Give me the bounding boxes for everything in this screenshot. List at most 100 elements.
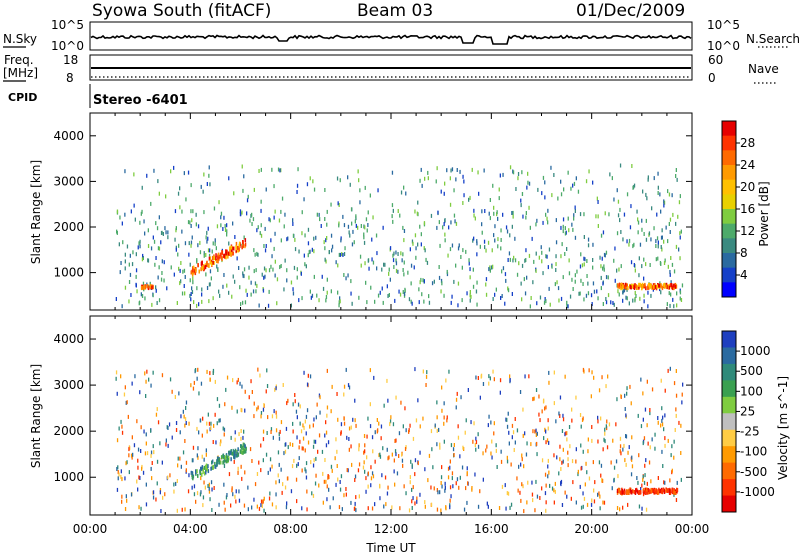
scatter-point: [403, 229, 406, 233]
feature-point: [640, 490, 642, 495]
scatter-point: [165, 230, 167, 235]
scatter-point: [559, 457, 561, 462]
scatter-point: [444, 488, 446, 493]
feature-point: [220, 256, 223, 260]
feature-point: [632, 285, 635, 290]
scatter-point: [330, 202, 332, 207]
scatter-point: [198, 430, 200, 435]
scatter-point: [680, 298, 683, 302]
scatter-point: [190, 292, 192, 296]
scatter-point: [679, 296, 681, 301]
scatter-point: [347, 175, 349, 180]
scatter-point: [340, 474, 343, 479]
scatter-point: [568, 258, 570, 263]
scatter-point: [292, 402, 294, 407]
scatter-point: [357, 169, 359, 174]
scatter-point: [627, 450, 629, 455]
scatter-point: [194, 368, 197, 372]
scatter-point: [392, 219, 394, 224]
scatter-point: [268, 289, 270, 294]
scatter-point: [560, 225, 562, 230]
scatter-point: [165, 194, 167, 199]
scatter-point: [371, 435, 374, 440]
scatter-point: [452, 484, 454, 489]
scatter-point: [535, 388, 538, 392]
scatter-point: [246, 198, 249, 203]
scatter-point: [569, 294, 572, 299]
scatter-point: [469, 298, 471, 303]
scatter-point: [575, 395, 577, 400]
scatter-point: [403, 185, 405, 190]
scatter-point: [659, 261, 662, 265]
scatter-point: [121, 477, 123, 482]
scatter-point: [672, 297, 674, 302]
scatter-point: [330, 289, 332, 294]
scatter-point: [626, 287, 628, 292]
scatter-point: [506, 455, 508, 460]
scatter-point: [596, 289, 598, 294]
scatter-point: [491, 439, 493, 444]
scatter-point: [663, 239, 665, 244]
scatter-point: [604, 439, 606, 444]
feature-point: [194, 271, 197, 276]
scatter-point: [187, 170, 190, 175]
scatter-point: [647, 177, 649, 182]
scatter-point: [572, 183, 574, 188]
scatter-point: [277, 167, 280, 172]
scatter-point: [250, 379, 252, 384]
scatter-point: [354, 418, 356, 423]
scatter-point: [313, 274, 315, 279]
scatter-point: [675, 244, 678, 249]
scatter-point: [208, 165, 210, 170]
scatter-point: [419, 492, 421, 497]
scatter-point: [577, 469, 579, 474]
scatter-point: [340, 430, 342, 435]
scatter-point: [563, 187, 565, 192]
scatter-point: [195, 499, 197, 504]
feature-point: [648, 282, 650, 287]
scatter-point: [436, 400, 438, 405]
scatter-point: [555, 419, 557, 424]
scatter-point: [397, 209, 399, 213]
scatter-point: [566, 494, 568, 499]
scatter-point: [560, 481, 562, 486]
scatter-point: [509, 378, 511, 382]
feature-point: [229, 249, 231, 254]
scatter-point: [507, 411, 509, 416]
scatter-point: [617, 289, 619, 294]
scatter-point: [326, 277, 328, 282]
scatter-point: [339, 487, 342, 492]
scatter-point: [455, 481, 457, 486]
colorbar-swatch: [722, 396, 736, 414]
scatter-point: [323, 240, 325, 245]
scatter-point: [545, 508, 547, 513]
scatter-point: [582, 504, 584, 509]
scatter-point: [163, 260, 165, 265]
scatter-point: [564, 490, 566, 495]
scatter-point: [258, 169, 260, 173]
scatter-point: [507, 288, 510, 293]
scatter-point: [152, 293, 154, 298]
scatter-point: [441, 465, 443, 470]
colorbar-tick-label: 100: [740, 384, 763, 398]
scatter-point: [567, 170, 569, 175]
feature-point: [225, 459, 227, 464]
scatter-point: [284, 258, 286, 263]
feature-point: [622, 284, 624, 289]
scatter-point: [201, 287, 203, 292]
scatter-point: [630, 204, 632, 209]
scatter-point: [351, 301, 353, 306]
scatter-point: [343, 252, 346, 256]
scatter-point: [209, 282, 211, 287]
feature-point: [220, 455, 223, 460]
scatter-point: [260, 167, 262, 172]
scatter-point: [296, 463, 298, 468]
scatter-point: [525, 452, 528, 457]
scatter-point: [416, 496, 418, 501]
scatter-point: [199, 492, 202, 497]
scatter-point: [372, 449, 374, 454]
scatter-point: [336, 464, 338, 468]
scatter-point: [479, 395, 481, 400]
scatter-point: [302, 423, 304, 428]
scatter-point: [190, 209, 192, 214]
